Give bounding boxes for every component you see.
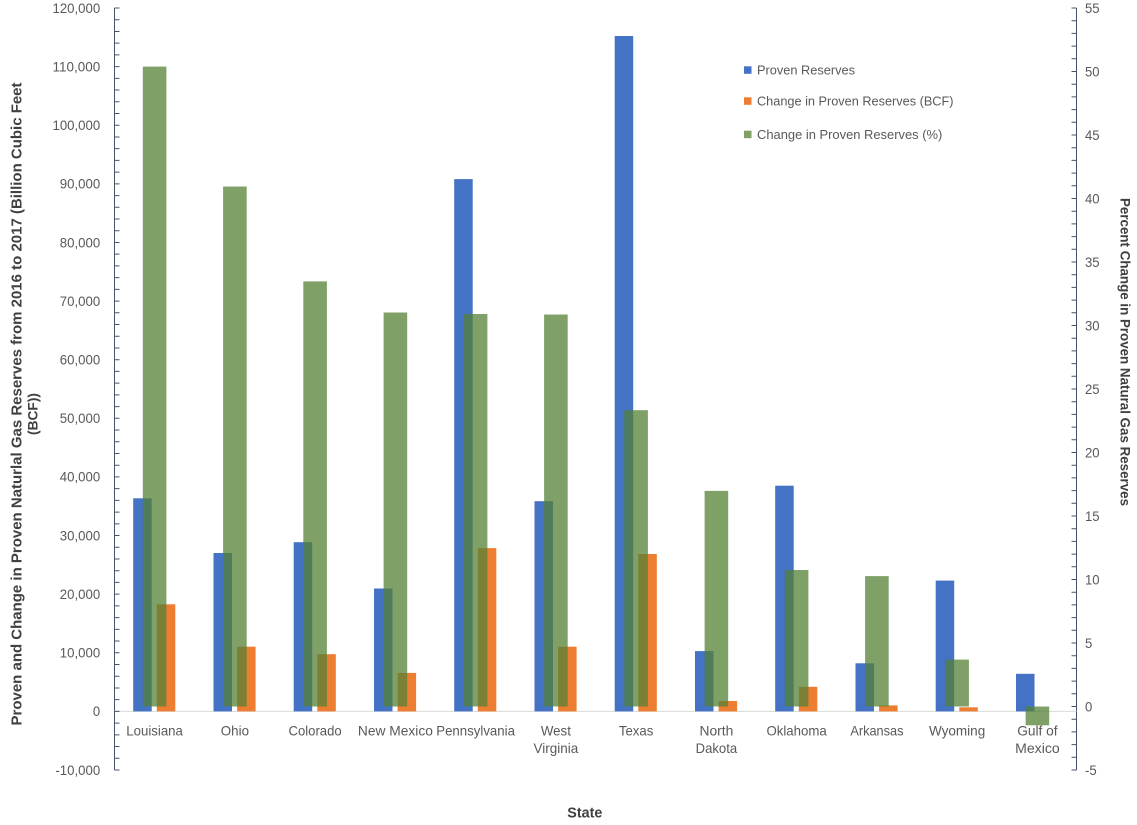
svg-text:20,000: 20,000 — [60, 587, 101, 602]
svg-text:North: North — [700, 723, 734, 738]
svg-text:Proven and Change in Proven Na: Proven and Change in Proven Naturlal Gas… — [10, 82, 26, 725]
svg-text:Percent Change in Proven Natur: Percent Change in Proven Natural Gas Res… — [1118, 198, 1133, 506]
svg-text:Arkansas: Arkansas — [850, 723, 903, 738]
svg-text:Louisiana: Louisiana — [126, 723, 183, 738]
svg-text:35: 35 — [1085, 255, 1100, 270]
svg-text:(BCF)): (BCF)) — [25, 393, 41, 435]
svg-text:50,000: 50,000 — [60, 411, 101, 426]
svg-text:120,000: 120,000 — [53, 1, 101, 16]
svg-text:30,000: 30,000 — [60, 528, 101, 543]
svg-text:20: 20 — [1085, 445, 1100, 460]
svg-text:100,000: 100,000 — [53, 118, 101, 133]
svg-text:40: 40 — [1085, 191, 1100, 206]
svg-text:80,000: 80,000 — [60, 235, 101, 250]
svg-text:110,000: 110,000 — [53, 59, 101, 74]
svg-text:Mexico: Mexico — [1015, 741, 1060, 756]
svg-text:70,000: 70,000 — [60, 294, 101, 309]
svg-text:60,000: 60,000 — [60, 353, 101, 368]
svg-text:-10,000: -10,000 — [55, 763, 100, 778]
svg-text:45: 45 — [1085, 128, 1100, 143]
svg-text:-5: -5 — [1085, 763, 1097, 778]
svg-text:New Mexico: New Mexico — [358, 723, 433, 738]
svg-text:Change in Proven Reserves (BCF: Change in Proven Reserves (BCF) — [757, 94, 954, 109]
svg-text:Dakota: Dakota — [696, 741, 738, 756]
svg-text:40,000: 40,000 — [60, 470, 101, 485]
svg-text:State: State — [567, 806, 602, 822]
svg-text:Gulf of: Gulf of — [1017, 723, 1058, 738]
svg-text:Texas: Texas — [619, 723, 654, 738]
svg-text:Pennsylvania: Pennsylvania — [436, 723, 515, 738]
svg-text:55: 55 — [1085, 1, 1100, 16]
svg-text:0: 0 — [93, 704, 101, 719]
svg-text:15: 15 — [1085, 509, 1100, 524]
svg-text:5: 5 — [1085, 636, 1093, 651]
svg-text:25: 25 — [1085, 382, 1100, 397]
svg-text:Colorado: Colorado — [289, 723, 342, 738]
svg-text:Proven Reserves: Proven Reserves — [757, 63, 855, 78]
svg-text:Ohio: Ohio — [221, 723, 250, 738]
svg-text:50: 50 — [1085, 64, 1100, 79]
svg-text:90,000: 90,000 — [60, 177, 101, 192]
svg-text:West: West — [541, 723, 571, 738]
svg-text:30: 30 — [1085, 318, 1100, 333]
svg-text:Wyoming: Wyoming — [929, 723, 985, 738]
svg-text:Virginia: Virginia — [534, 741, 579, 756]
svg-text:Oklahoma: Oklahoma — [766, 723, 827, 738]
svg-text:10,000: 10,000 — [60, 646, 101, 661]
svg-text:Change in Proven Reserves (%): Change in Proven Reserves (%) — [757, 127, 942, 142]
svg-text:0: 0 — [1085, 699, 1093, 714]
svg-text:10: 10 — [1085, 572, 1100, 587]
